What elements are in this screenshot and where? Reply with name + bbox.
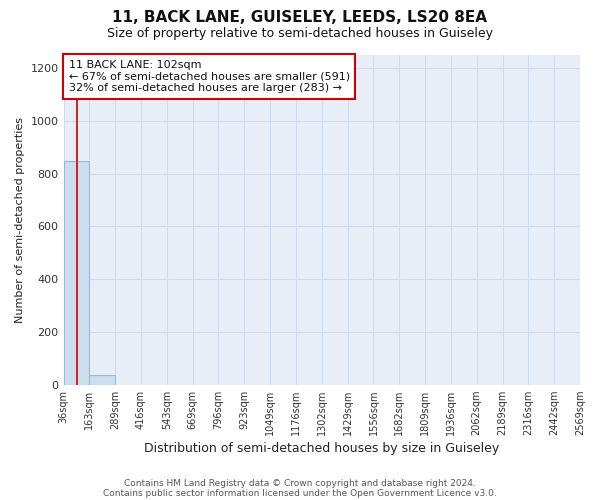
Text: Size of property relative to semi-detached houses in Guiseley: Size of property relative to semi-detach… <box>107 28 493 40</box>
Text: Contains public sector information licensed under the Open Government Licence v3: Contains public sector information licen… <box>103 488 497 498</box>
Bar <box>89 376 115 384</box>
Text: Contains HM Land Registry data © Crown copyright and database right 2024.: Contains HM Land Registry data © Crown c… <box>124 478 476 488</box>
Text: 11 BACK LANE: 102sqm
← 67% of semi-detached houses are smaller (591)
32% of semi: 11 BACK LANE: 102sqm ← 67% of semi-detac… <box>69 60 350 93</box>
Bar <box>64 160 89 384</box>
Text: 11, BACK LANE, GUISELEY, LEEDS, LS20 8EA: 11, BACK LANE, GUISELEY, LEEDS, LS20 8EA <box>113 10 487 25</box>
Y-axis label: Number of semi-detached properties: Number of semi-detached properties <box>15 117 25 323</box>
X-axis label: Distribution of semi-detached houses by size in Guiseley: Distribution of semi-detached houses by … <box>144 442 499 455</box>
